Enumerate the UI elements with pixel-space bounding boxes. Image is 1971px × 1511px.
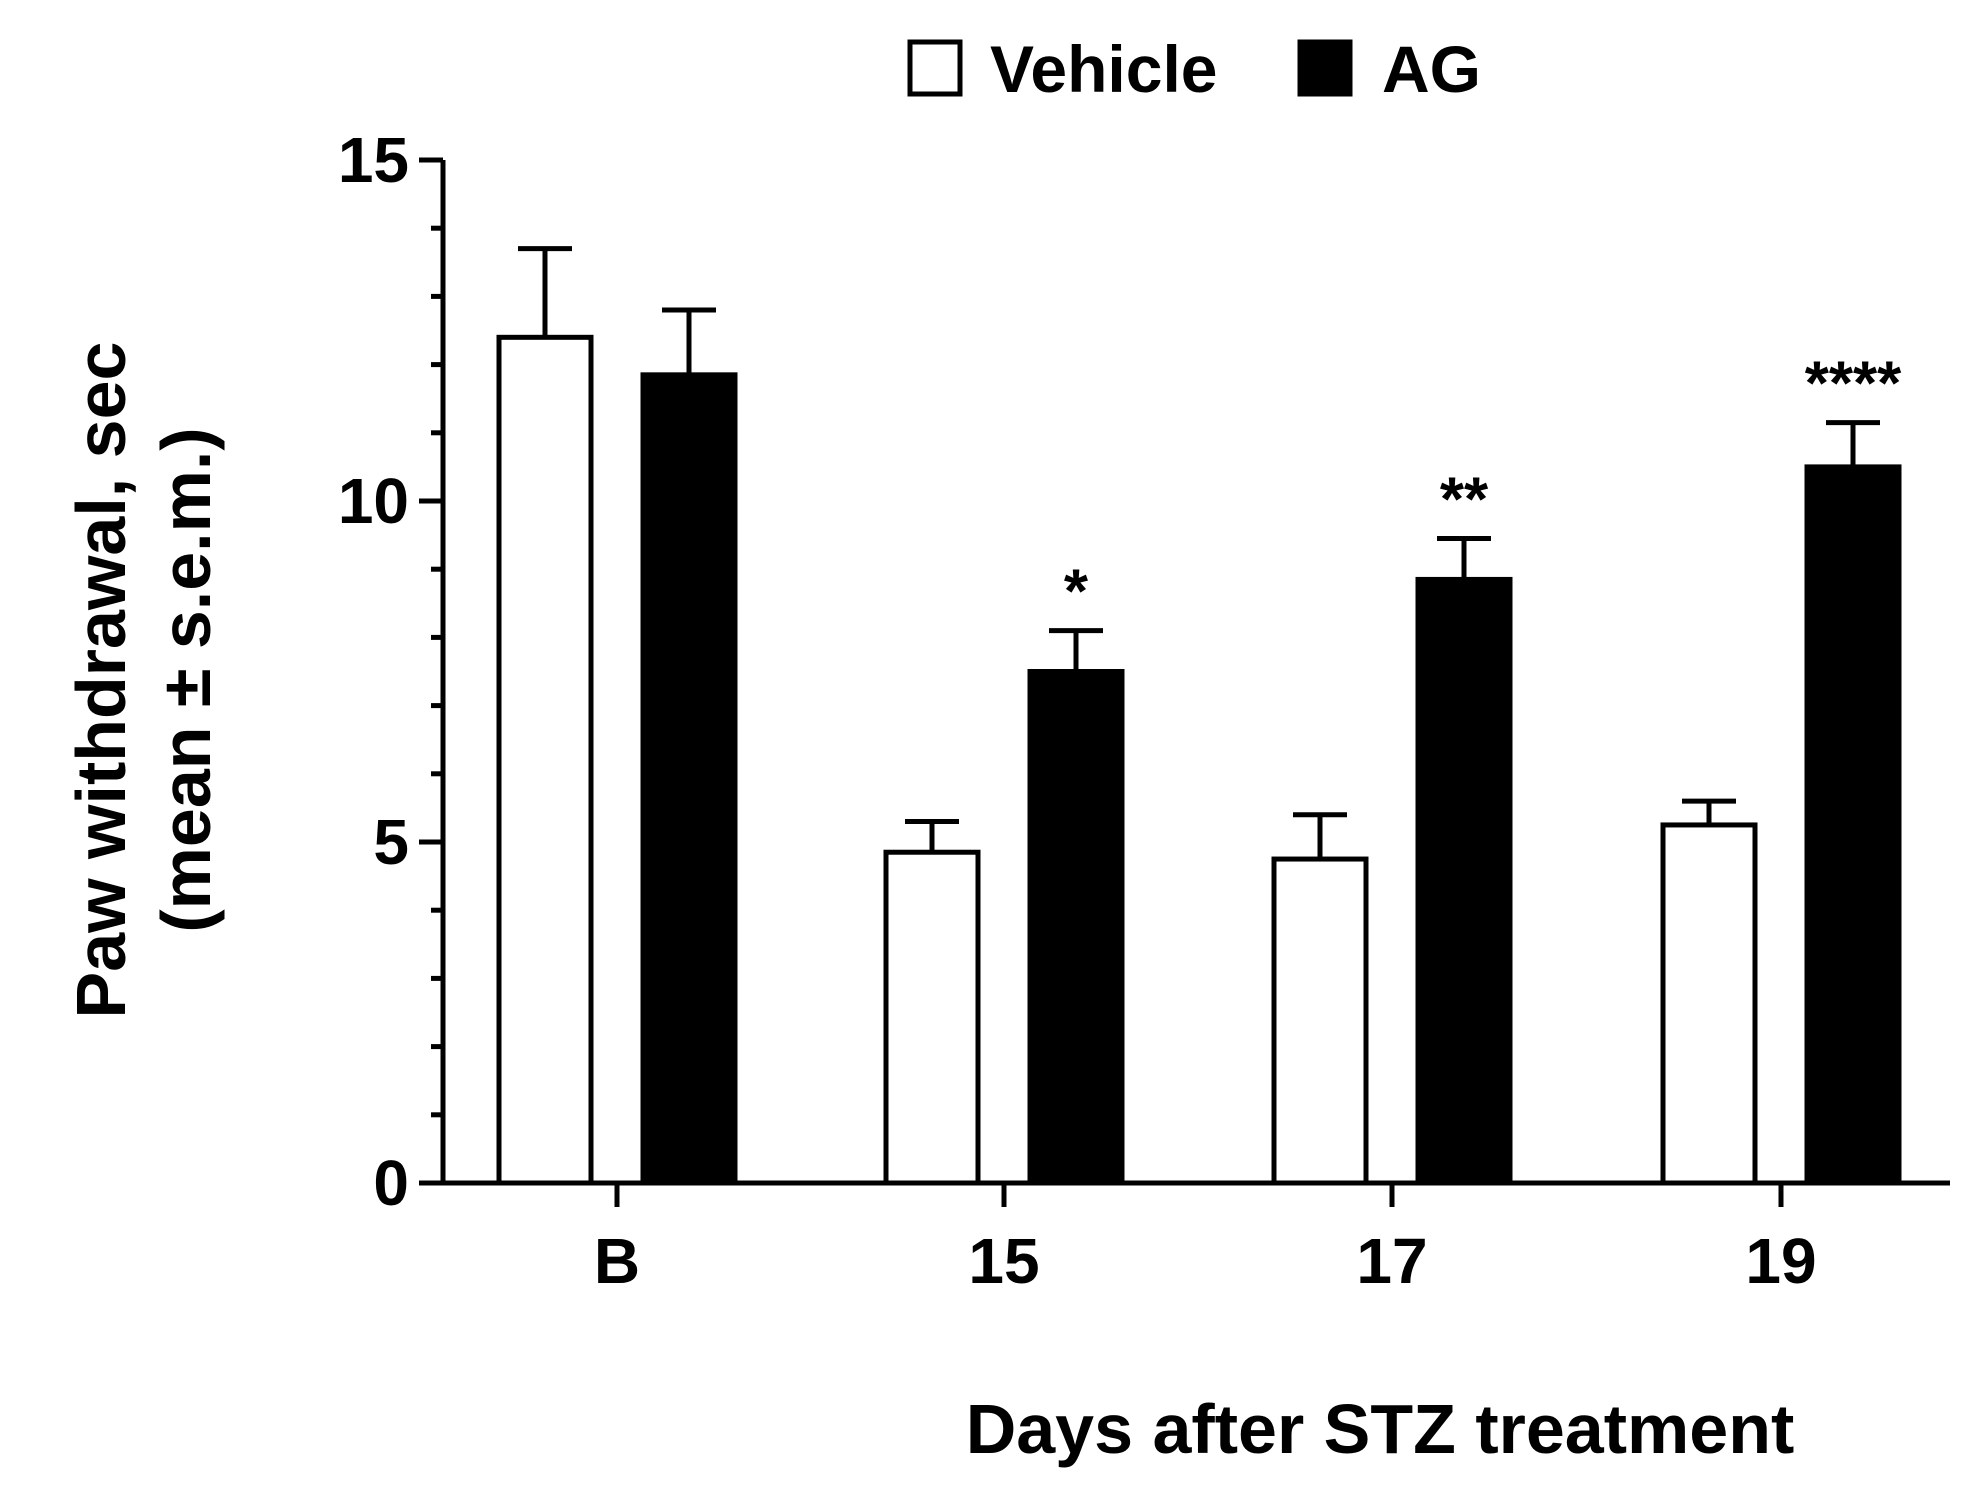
significance-markers: ******* bbox=[1064, 350, 1902, 627]
x-axis-title: Days after STZ treatment bbox=[966, 1390, 1795, 1468]
x-tick-label: 15 bbox=[968, 1225, 1039, 1297]
significance-marker: ** bbox=[1440, 466, 1489, 535]
y-axis-title-line1: Paw withdrawal, sec bbox=[62, 342, 140, 1019]
bar-ag-17 bbox=[1415, 576, 1513, 1186]
bar-vehicle-b bbox=[496, 334, 594, 1186]
bars bbox=[496, 334, 1902, 1186]
y-axis: 0 5 10 15 bbox=[338, 124, 446, 1219]
bar-vehicle-17 bbox=[1271, 856, 1369, 1186]
y-tick-label: 5 bbox=[373, 806, 409, 878]
legend-label-ag: AG bbox=[1382, 32, 1481, 106]
y-tick-label: 15 bbox=[338, 124, 409, 196]
x-tick-label: 17 bbox=[1356, 1225, 1427, 1297]
significance-marker: **** bbox=[1805, 350, 1902, 419]
x-axis: B 15 17 19 bbox=[441, 1180, 1950, 1297]
legend-label-vehicle: Vehicle bbox=[990, 32, 1218, 106]
error-bars bbox=[518, 246, 1880, 860]
bar-vehicle-15 bbox=[883, 849, 981, 1186]
significance-marker: * bbox=[1064, 558, 1089, 627]
bar-vehicle-19 bbox=[1660, 822, 1758, 1186]
y-axis-title-line2: (mean ± s.e.m.) bbox=[147, 427, 225, 932]
y-tick-label: 0 bbox=[373, 1147, 409, 1219]
y-axis-title: Paw withdrawal, sec (mean ± s.e.m.) bbox=[62, 342, 225, 1019]
x-tick-label: B bbox=[594, 1225, 640, 1297]
bar-ag-19 bbox=[1804, 464, 1902, 1186]
legend: Vehicle AG bbox=[907, 32, 1481, 106]
legend-swatch-ag bbox=[1297, 39, 1353, 97]
bar-ag-15 bbox=[1027, 669, 1125, 1186]
legend-swatch-vehicle bbox=[907, 39, 963, 97]
y-tick-label: 10 bbox=[338, 465, 409, 537]
x-tick-label: 19 bbox=[1745, 1225, 1816, 1297]
bar-ag-b bbox=[640, 372, 738, 1186]
